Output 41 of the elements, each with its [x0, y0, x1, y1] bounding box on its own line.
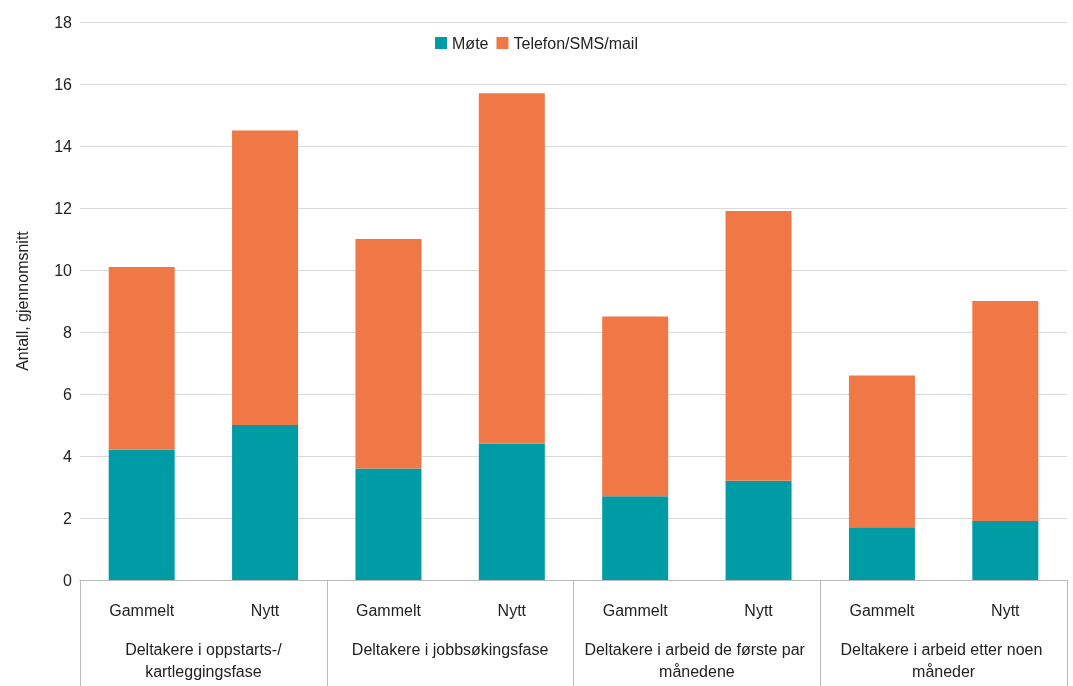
- y-tick-label: 16: [54, 75, 73, 93]
- bar: [355, 468, 422, 580]
- text: Deltakere i arbeid etter noen måneder: [840, 640, 1047, 680]
- bar: [972, 301, 1039, 522]
- y-tick-label: 18: [54, 13, 73, 31]
- text: Deltakere i arbeid de første par månedene: [584, 640, 810, 680]
- y-tick-label: 4: [63, 447, 73, 465]
- bar: [355, 239, 422, 469]
- bar: [232, 130, 299, 425]
- bar: [725, 211, 792, 481]
- bar: [848, 375, 915, 528]
- y-tick-label: 6: [63, 385, 73, 403]
- x-tick-label: Nytt: [250, 601, 280, 619]
- bar: [108, 266, 175, 450]
- y-tick-label: 10: [54, 261, 73, 279]
- bar: [848, 527, 915, 580]
- y-tick-label: 14: [54, 137, 73, 155]
- text: Deltakere i oppstarts-/kartleggingsfase: [125, 640, 283, 680]
- text: Deltakere i jobbsøkingsfase: [351, 640, 549, 658]
- bar: [602, 496, 669, 580]
- bar: [972, 521, 1039, 580]
- bar: [478, 443, 545, 580]
- bar: [478, 93, 545, 444]
- x-tick-label: Gammelt: [849, 601, 915, 619]
- bar: [602, 316, 669, 497]
- y-axis-title: Antall, gjennomsnitt: [13, 230, 31, 371]
- x-tick-label: Gammelt: [109, 601, 175, 619]
- x-tick-label: Nytt: [497, 601, 527, 619]
- x-tick-label: Nytt: [991, 601, 1021, 619]
- legend-label: Møte: [452, 34, 489, 52]
- x-tick-label: Gammelt: [602, 601, 669, 619]
- y-tick-label: 0: [63, 571, 73, 589]
- legend-label: Telefon/SMS/mail: [513, 34, 638, 52]
- bar: [232, 425, 299, 580]
- y-tick-label: 2: [63, 509, 73, 527]
- bar: [725, 480, 792, 580]
- y-tick-label: 12: [54, 199, 73, 217]
- y-tick-label: 8: [63, 323, 73, 341]
- x-tick-label: Gammelt: [355, 601, 422, 619]
- x-tick-label: Nytt: [744, 601, 774, 619]
- bar: [108, 449, 175, 580]
